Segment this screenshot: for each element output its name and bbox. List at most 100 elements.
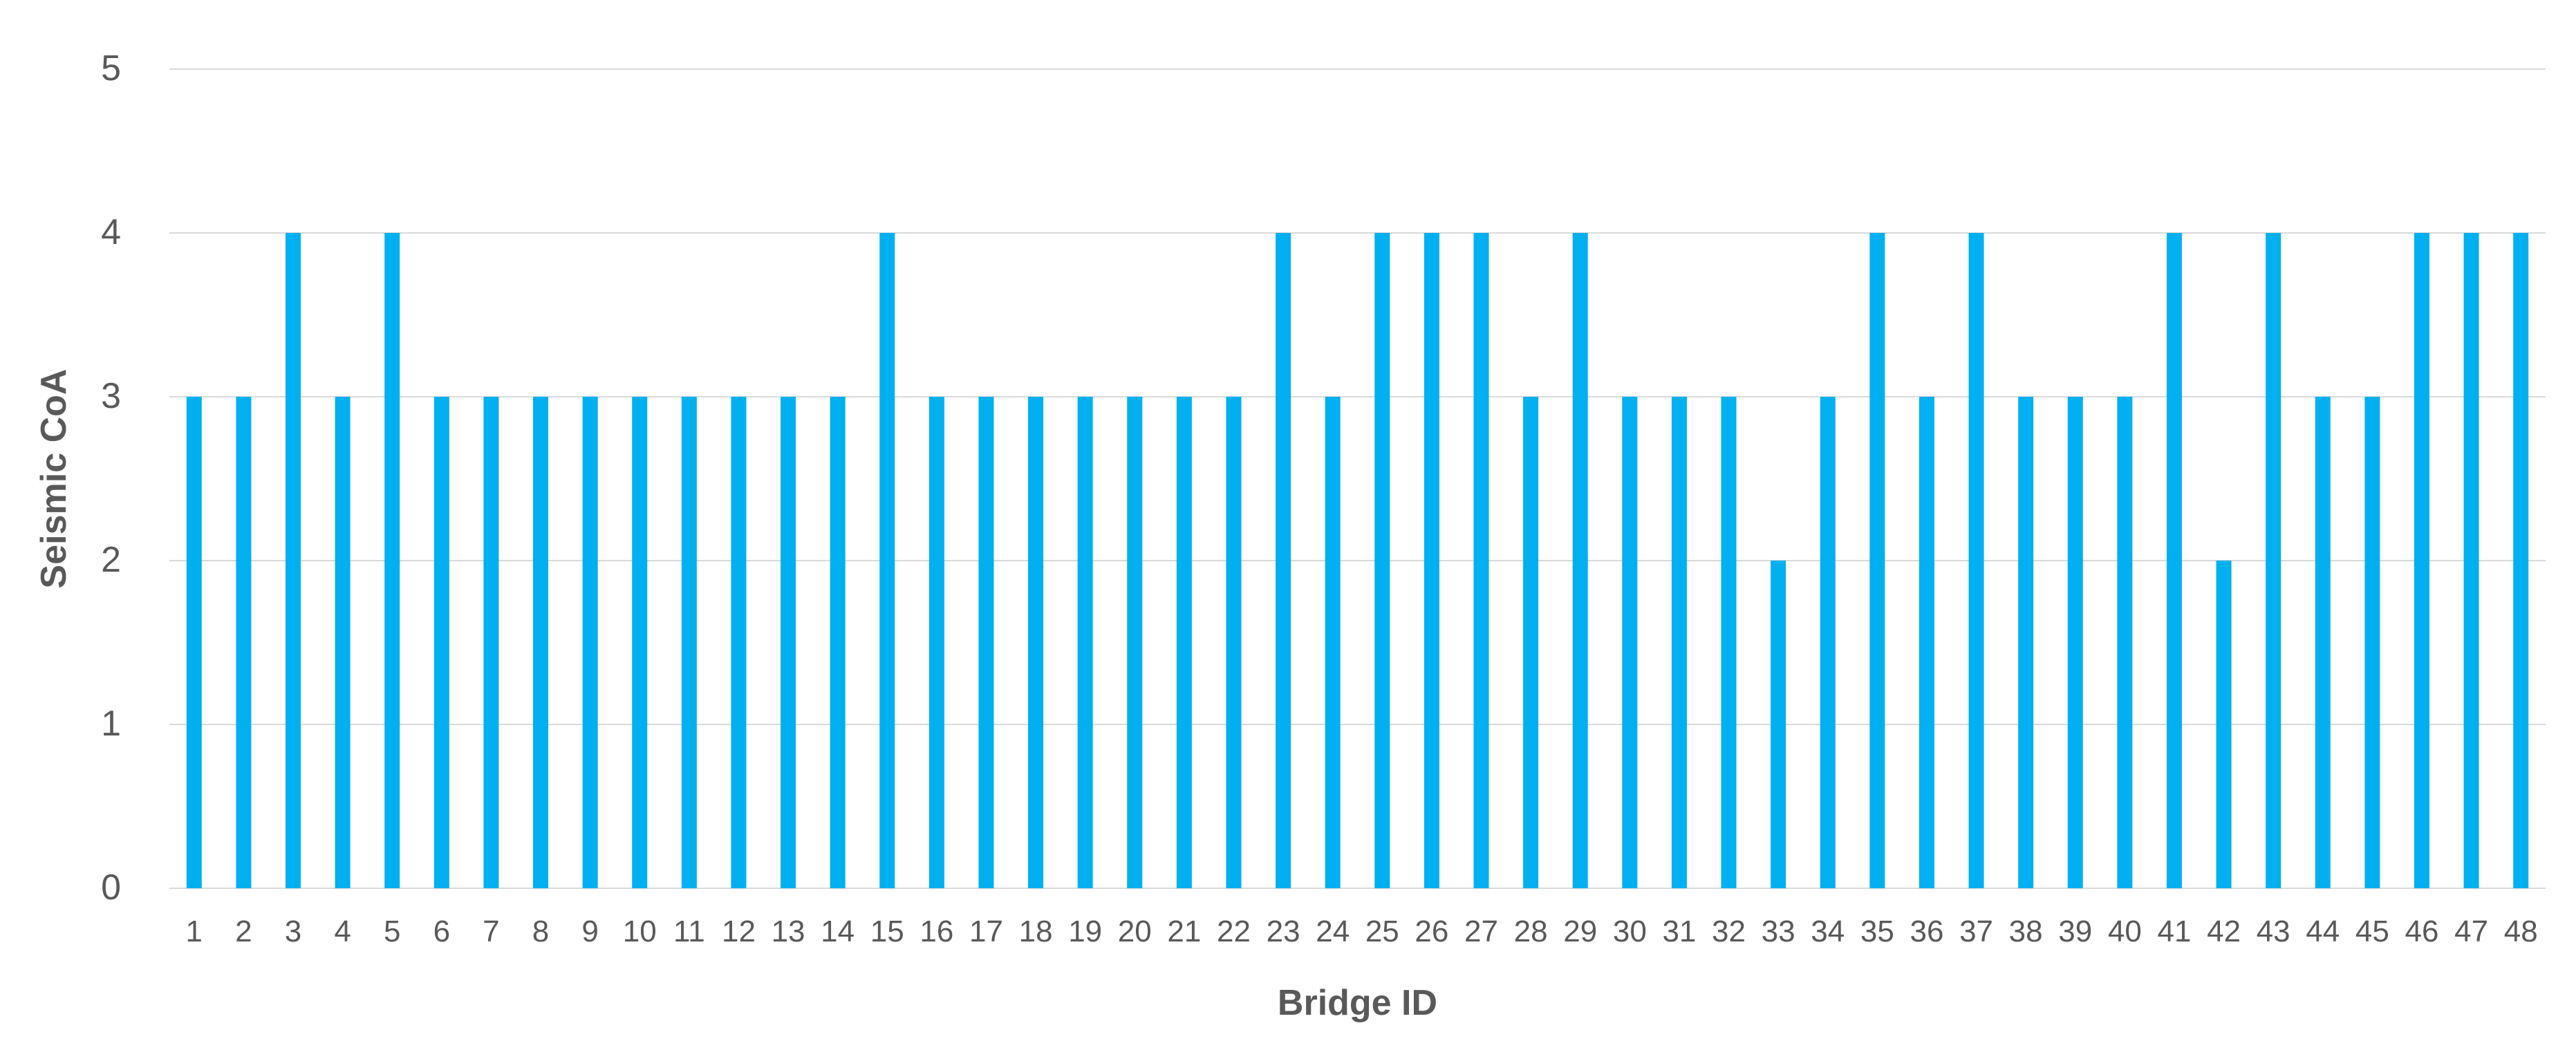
x-tick-label: 2: [235, 915, 252, 948]
bar: [731, 397, 747, 888]
bar: [781, 397, 796, 888]
bar: [928, 397, 944, 888]
bar: [1276, 233, 1291, 888]
x-tick-label: 31: [1662, 915, 1696, 948]
bar: [2067, 397, 2083, 888]
bar: [2463, 233, 2479, 888]
bar: [632, 397, 648, 888]
x-tick-label: 30: [1613, 915, 1647, 948]
y-tick-label: 4: [101, 212, 121, 252]
x-tick-label: 7: [483, 915, 499, 948]
y-tick-label: 2: [101, 540, 121, 580]
bar: [1721, 397, 1737, 888]
bar: [2315, 397, 2331, 888]
bar: [1671, 397, 1687, 888]
bar: [1771, 561, 1786, 888]
bar: [1077, 397, 1093, 888]
bar: [1820, 397, 1836, 888]
bar: [2414, 233, 2429, 888]
bar: [1424, 233, 1439, 888]
bar: [879, 233, 895, 888]
x-tick-label: 16: [920, 915, 953, 948]
bar: [483, 397, 499, 888]
x-tick-label: 14: [821, 915, 855, 948]
y-tick-labels: 0 1 2 3 4 5: [101, 48, 121, 908]
x-tick-labels: 1 2 3 4 5 6 7 8 9 10 11 12 13 14 15 16 17 18 19 20 21 22 23 24 2…: [186, 915, 2538, 948]
x-tick-label: 8: [532, 915, 549, 948]
bar: [1572, 233, 1588, 888]
y-tick-label: 1: [101, 704, 121, 744]
x-axis-title: Bridge ID: [1278, 983, 1437, 1023]
bars: [186, 233, 2529, 888]
x-tick-label: 27: [1464, 915, 1498, 948]
x-tick-label: 13: [772, 915, 805, 948]
bar: [1028, 397, 1044, 888]
x-tick-label: 6: [433, 915, 450, 948]
x-tick-label: 47: [2454, 915, 2488, 948]
bar: [1523, 397, 1539, 888]
x-tick-label: 35: [1860, 915, 1894, 948]
x-tick-label: 18: [1019, 915, 1053, 948]
y-tick-label: 0: [101, 868, 121, 908]
x-tick-label: 39: [2058, 915, 2092, 948]
bar: [1968, 233, 1984, 888]
x-tick-label: 29: [1563, 915, 1597, 948]
bar: [236, 397, 252, 888]
x-tick-label: 22: [1217, 915, 1251, 948]
x-tick-label: 37: [1959, 915, 1993, 948]
x-tick-label: 25: [1365, 915, 1399, 948]
x-tick-label: 5: [384, 915, 400, 948]
x-tick-label: 17: [969, 915, 1003, 948]
bar: [2216, 561, 2232, 888]
y-axis-title: Seismic CoA: [34, 369, 74, 589]
x-tick-label: 38: [2009, 915, 2043, 948]
bar: [2166, 233, 2182, 888]
bar: [2266, 233, 2281, 888]
bar: [384, 233, 400, 888]
x-tick-label: 46: [2405, 915, 2439, 948]
bar: [1869, 233, 1885, 888]
x-tick-label: 33: [1762, 915, 1795, 948]
bar: [2513, 233, 2529, 888]
x-tick-label: 36: [1910, 915, 1943, 948]
bar: [681, 397, 697, 888]
bar: [582, 397, 598, 888]
bar: [2117, 397, 2133, 888]
bar: [533, 397, 549, 888]
x-tick-label: 40: [2108, 915, 2142, 948]
bar: [1226, 397, 1242, 888]
x-tick-label: 32: [1712, 915, 1746, 948]
bar: [1374, 233, 1390, 888]
bar: [1473, 233, 1489, 888]
bar: [286, 233, 301, 888]
x-tick-label: 21: [1167, 915, 1201, 948]
bar: [1622, 397, 1638, 888]
bar: [1176, 397, 1192, 888]
x-tick-label: 44: [2306, 915, 2340, 948]
bar: [1127, 397, 1143, 888]
x-tick-label: 41: [2157, 915, 2191, 948]
bar: [978, 397, 994, 888]
x-tick-label: 48: [2504, 915, 2538, 948]
x-tick-label: 20: [1118, 915, 1152, 948]
x-tick-label: 26: [1415, 915, 1448, 948]
x-tick-label: 11: [673, 915, 705, 948]
x-tick-label: 34: [1811, 915, 1845, 948]
gridlines: [169, 68, 2546, 889]
x-tick-label: 3: [285, 915, 301, 948]
bar: [1919, 397, 1934, 888]
y-tick-label: 3: [101, 376, 121, 416]
bar: [2018, 397, 2034, 888]
x-tick-label: 24: [1316, 915, 1350, 948]
x-tick-label: 15: [870, 915, 904, 948]
x-tick-label: 45: [2355, 915, 2389, 948]
bar: [186, 397, 202, 888]
bar: [335, 397, 351, 888]
x-tick-label: 10: [623, 915, 657, 948]
x-tick-label: 9: [581, 915, 598, 948]
x-tick-label: 4: [334, 915, 351, 948]
y-tick-label: 5: [101, 48, 121, 88]
x-tick-label: 23: [1267, 915, 1300, 948]
bar: [1325, 397, 1341, 888]
